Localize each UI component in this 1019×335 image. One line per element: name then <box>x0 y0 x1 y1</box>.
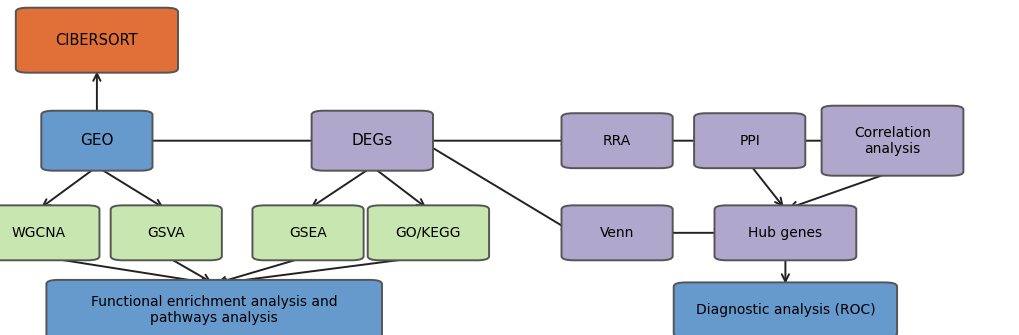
Text: PPI: PPI <box>739 134 759 148</box>
Text: WGCNA: WGCNA <box>11 226 66 240</box>
FancyBboxPatch shape <box>367 205 489 260</box>
FancyBboxPatch shape <box>47 280 382 335</box>
FancyBboxPatch shape <box>0 205 99 260</box>
Text: Venn: Venn <box>599 226 634 240</box>
FancyBboxPatch shape <box>253 205 364 260</box>
FancyBboxPatch shape <box>821 106 963 176</box>
FancyBboxPatch shape <box>15 8 178 73</box>
FancyBboxPatch shape <box>41 111 153 171</box>
Text: GEO: GEO <box>81 133 113 148</box>
FancyBboxPatch shape <box>560 113 673 168</box>
Text: Hub genes: Hub genes <box>748 226 821 240</box>
Text: Correlation
analysis: Correlation analysis <box>853 126 930 156</box>
FancyBboxPatch shape <box>560 205 673 260</box>
Text: DEGs: DEGs <box>352 133 392 148</box>
FancyBboxPatch shape <box>312 111 433 171</box>
Text: Functional enrichment analysis and
pathways analysis: Functional enrichment analysis and pathw… <box>91 295 337 325</box>
Text: GSEA: GSEA <box>288 226 327 240</box>
FancyBboxPatch shape <box>674 282 897 335</box>
FancyBboxPatch shape <box>693 113 805 168</box>
Text: Diagnostic analysis (ROC): Diagnostic analysis (ROC) <box>695 303 874 317</box>
Text: RRA: RRA <box>602 134 631 148</box>
Text: CIBERSORT: CIBERSORT <box>55 33 139 48</box>
Text: GO/KEGG: GO/KEGG <box>395 226 461 240</box>
FancyBboxPatch shape <box>713 205 856 260</box>
FancyBboxPatch shape <box>111 205 222 260</box>
Text: GSVA: GSVA <box>148 226 184 240</box>
